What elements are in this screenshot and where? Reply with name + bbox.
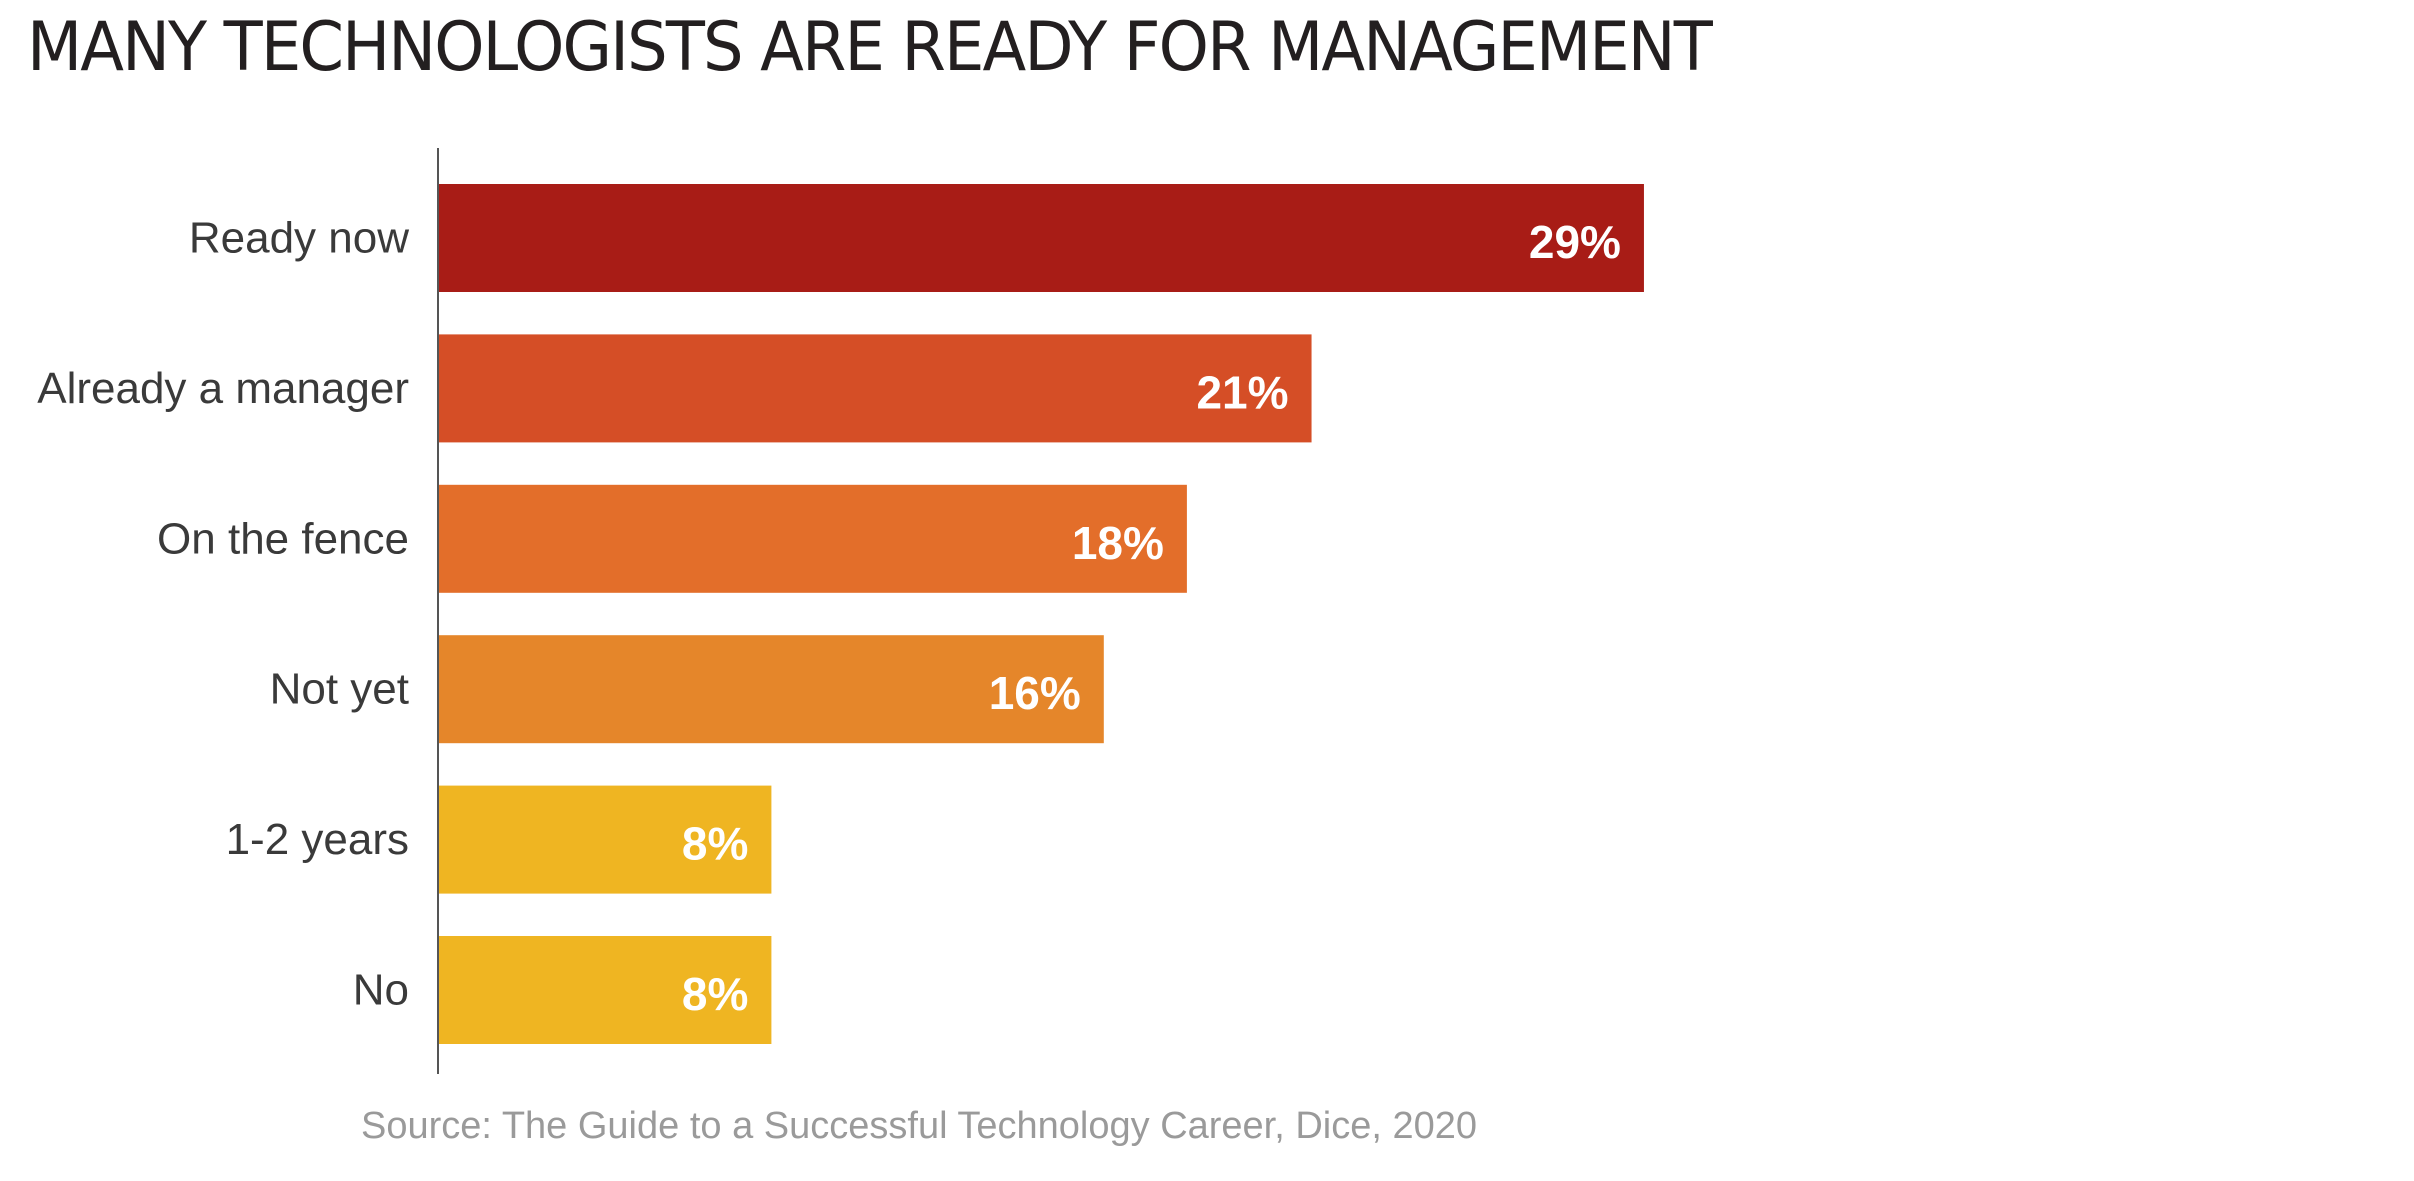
category-label: On the fence: [157, 514, 409, 563]
value-label: 8%: [682, 818, 748, 870]
chart-title: MANY TECHNOLOGISTS ARE READY FOR MANAGEM…: [27, 8, 1713, 87]
bar-not-yet: [439, 635, 1104, 744]
category-label: Ready now: [189, 214, 409, 263]
category-label: Not yet: [270, 665, 409, 714]
value-label: 29%: [1529, 216, 1621, 268]
bar-1-2-years: [439, 785, 772, 894]
value-label: 21%: [1196, 366, 1288, 418]
bar-on-the-fence: [439, 484, 1187, 593]
source-note: Source: The Guide to a Successful Techno…: [361, 1105, 1478, 1147]
bars-group: Ready now 29% Already a manager 21% On the f…: [37, 184, 1644, 1044]
bar-chart: Ready now 29% Already a manager 21% On the f…: [37, 148, 1644, 1074]
bar-ready-now: [439, 184, 1644, 292]
bar-no: [439, 936, 772, 1044]
category-label: No: [353, 966, 409, 1015]
category-label: Already a manager: [37, 364, 409, 413]
value-label: 18%: [1072, 517, 1164, 569]
category-label: 1-2 years: [226, 815, 409, 864]
value-label: 16%: [989, 667, 1081, 719]
value-label: 8%: [682, 968, 748, 1020]
bar-already-a-manager: [439, 334, 1312, 443]
